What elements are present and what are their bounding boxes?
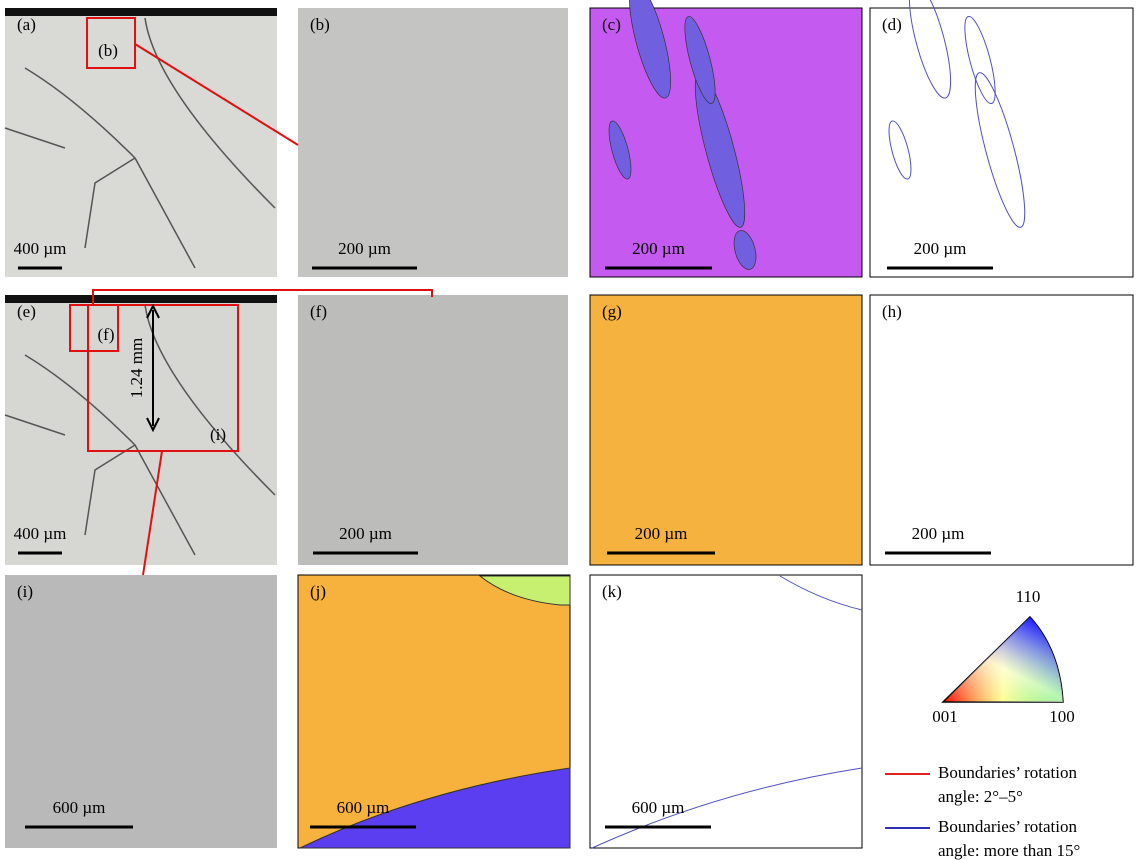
micrograph [870, 8, 1133, 277]
scale-label: 400 µm [14, 239, 67, 258]
surface-edge [5, 8, 277, 16]
surface-edge [5, 295, 277, 303]
panel-label: (f) [310, 302, 327, 321]
scale-label: 600 µm [337, 798, 390, 817]
panel-label: (e) [17, 302, 36, 321]
legend-text: Boundaries’ rotation [938, 817, 1077, 836]
panel-label: (c) [602, 15, 621, 34]
inset-label: (b) [98, 41, 118, 60]
ipf-left: 001 [932, 707, 958, 726]
scale-label: 200 µm [912, 524, 965, 543]
figure: (a) 400 µm (b) 200 µm (c) 200 µm (d) 200 µm (e) 4… [0, 0, 1137, 860]
ipf-right: 100 [1049, 707, 1075, 726]
micrograph [298, 8, 568, 277]
legend-text: angle: more than 15° [938, 841, 1080, 860]
micrograph [5, 575, 277, 848]
panel-label: (i) [17, 582, 33, 601]
micrograph [870, 295, 1133, 565]
inset-label: (i) [210, 425, 226, 444]
panel-label: (k) [602, 582, 622, 601]
scale-label: 600 µm [53, 798, 106, 817]
panel-label: (g) [602, 302, 622, 321]
scale-label: 400 µm [14, 524, 67, 543]
panel-label: (h) [882, 302, 902, 321]
panel-label: (b) [310, 15, 330, 34]
micrograph [590, 295, 862, 565]
panel-label: (d) [882, 15, 902, 34]
scale-label: 600 µm [632, 798, 685, 817]
ipf-shade [943, 617, 1063, 702]
scale-label: 200 µm [339, 524, 392, 543]
scale-label: 200 µm [914, 239, 967, 258]
panel-label: (j) [310, 582, 326, 601]
panel-label: (a) [17, 15, 36, 34]
scale-label: 200 µm [632, 239, 685, 258]
dimension-label: 1.24 mm [127, 338, 146, 398]
inset-label: (f) [98, 325, 115, 344]
ipf-top: 110 [1016, 587, 1041, 606]
scale-label: 200 µm [338, 239, 391, 258]
legend-text: angle: 2°–5° [938, 787, 1023, 806]
legend-text: Boundaries’ rotation [938, 763, 1077, 782]
scale-label: 200 µm [635, 524, 688, 543]
